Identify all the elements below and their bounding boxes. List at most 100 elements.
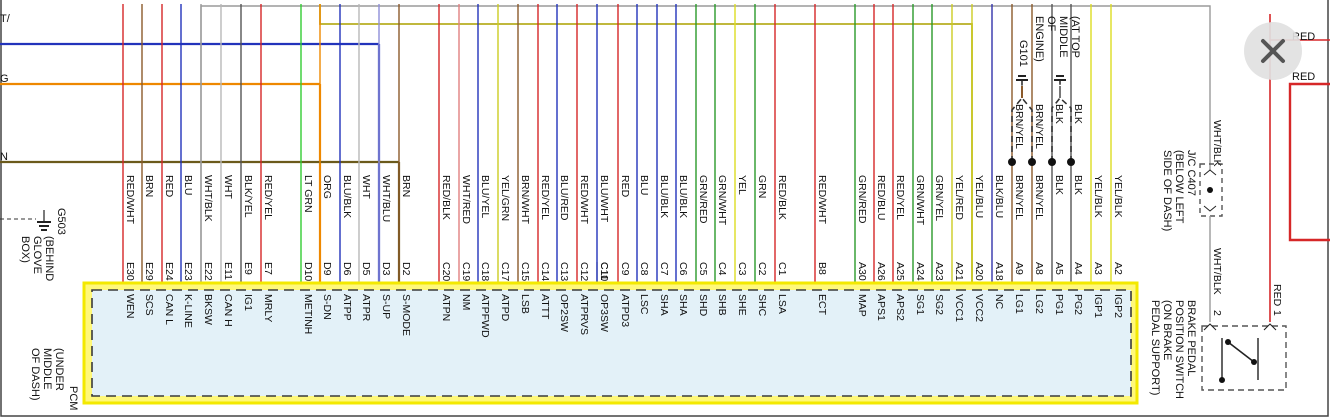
pin-A3: YEL/BLK A3 [1086,4,1104,295]
pin-E29: BRN E29 [137,4,155,295]
signal-name-D5: ATPR [360,294,372,322]
close-button[interactable] [1244,22,1302,80]
wire-color-label-D9: ORG [321,175,333,199]
pin-id-A5: A5 [1053,262,1065,275]
c407-wire-label-top: WHT/BLK [1211,120,1223,167]
wire-color-label-C10: BLU/WHT [598,175,610,223]
splice-dot [1028,158,1036,166]
signal-name-A26: APS1 [875,294,887,321]
top-wires: T/G N [0,13,401,300]
pin-D2: BRN D2 [394,4,412,295]
signal-name-C12: ATPRVS [578,294,590,335]
pin-id-E7: E7 [262,262,274,275]
pin-id-C12: C12 [578,262,590,281]
pin-C4: GRN/WHT C4 [710,4,728,295]
g101-location-line-1: (AT TOP [1069,16,1081,58]
pin-id-C7: C7 [658,262,670,276]
pin-D9: ORG D9 [315,4,333,295]
g503-id: G503 [55,208,67,235]
wire-color-label-A30: GRN/RED [856,175,868,224]
pin-id-E9: E9 [242,262,254,275]
pin-id-C17: C17 [499,262,511,281]
signal-name-C5: SHD [697,294,709,317]
switch-pin-right: 1 [1271,310,1283,316]
signal-name-C6: SHA [677,294,689,316]
signal-name-C10: OP3SW [598,294,610,332]
pcm-location-line-2: MIDDLE [41,348,53,390]
switch-wire-right-label: RED [1271,284,1283,307]
left-feed-wire-1: T/ [0,13,381,300]
pcm-body [91,289,1132,397]
signal-name-C9: ATPD3 [619,294,631,327]
signal-name-E7: MRLY [262,294,274,322]
wire-color-label-A23: GRN/YEL [933,175,945,221]
pin-id-D10: D10 [302,262,314,281]
signal-name-C20: ATPN [440,294,452,321]
pin-C10: BLU/WHT C10 [592,4,610,295]
signal-name-C2: SHC [756,294,768,317]
pin-id-C9: C9 [619,262,631,276]
pin-id-C4: C4 [716,262,728,276]
pcm-location-line-1: (UNDER [53,348,65,391]
pin-id-D9: D9 [321,262,333,276]
pin-C3: YEL C3 [730,4,748,295]
pin-A23: GRN/YEL A23 [927,4,945,295]
signal-name-D10: METINH [302,294,314,334]
wire-color-label-A8: BRN/YEL [1033,175,1045,220]
wire-color-label-E11: WHT [222,175,234,199]
wire-color-label-E24: RED [163,175,175,198]
pin-D5: WHT D5 [354,4,372,295]
pin-id-C3: C3 [736,262,748,276]
pin-A21: YEL/RED A21 [947,4,965,295]
g101-id: G101 [1017,40,1029,67]
pin-id-A21: A21 [953,262,965,281]
g101-wire-label-4: BLK [1072,104,1084,124]
signal-name-C7: SHA [658,294,670,316]
wire-color-label-A25: RED/YEL [894,175,906,220]
wire-color-label-C7: BLU/BLK [658,175,670,218]
pin-E22: WHT/BLK E22 [196,4,214,295]
switch-label-line-4: PEDAL SUPPORT) [1149,300,1161,395]
pin-C12: RED/WHT C12 [572,4,590,295]
signal-name-D6: ATPP [341,294,353,321]
pin-A30: GRN/RED A30 [850,4,868,295]
signal-name-E22: BKSW [202,294,214,325]
pin-A18: BLK/BLU A18 [987,4,1005,295]
signal-name-E30: WEN [124,294,136,319]
c407-label-line-1: J/C C407 [1185,150,1197,196]
signal-name-A8: LG2 [1033,294,1045,314]
pin-id-C13: C13 [558,262,570,281]
signal-name-A20: VCC2 [973,294,985,322]
switch-housing [1201,325,1287,391]
signal-name-C18: ATPFWD [479,294,491,338]
left-wire-label-2: G [0,73,9,85]
signal-name-A21: VCC1 [953,294,965,322]
wire-color-label-C20: RED/BLK [440,175,452,220]
g101-wire-label-2: BRN/YEL [1033,104,1045,149]
pin-id-E30: E30 [124,262,136,281]
pin-id-A20: A20 [973,262,985,281]
g101-wire-label-1: BRN/YEL [1013,104,1025,149]
pin-C17: YEL/GRN C17 [493,4,511,295]
pin-id-A24: A24 [914,262,926,281]
wire-color-label-C2: GRN [756,175,768,198]
pin-C18: BLU/YEL C18 [473,4,491,295]
g503-location-line-3: BOX) [19,236,31,263]
pin-D10: LT GRN D10 [296,4,314,295]
signal-name-E11: CAN H [222,294,234,327]
pin-id-C1: C1 [776,262,788,276]
pin-id-C2: C2 [756,262,768,276]
g503-location-line-2: GLOVE [31,236,43,274]
signal-name-A5: PG1 [1053,294,1065,315]
pin-B8: RED/WHT B8 [810,4,828,295]
switch-contact [1227,341,1255,363]
wire-color-label-A18: BLK/BLU [993,175,1005,218]
pin-E24: RED E24 [157,4,175,295]
signal-name-C17: ATPD [499,294,511,322]
signal-name-C4: SHB [716,294,728,316]
pin-id-C8: C8 [638,262,650,276]
wire-color-label-A21: YEL/RED [953,175,965,220]
pin-id-D6: D6 [341,262,353,276]
